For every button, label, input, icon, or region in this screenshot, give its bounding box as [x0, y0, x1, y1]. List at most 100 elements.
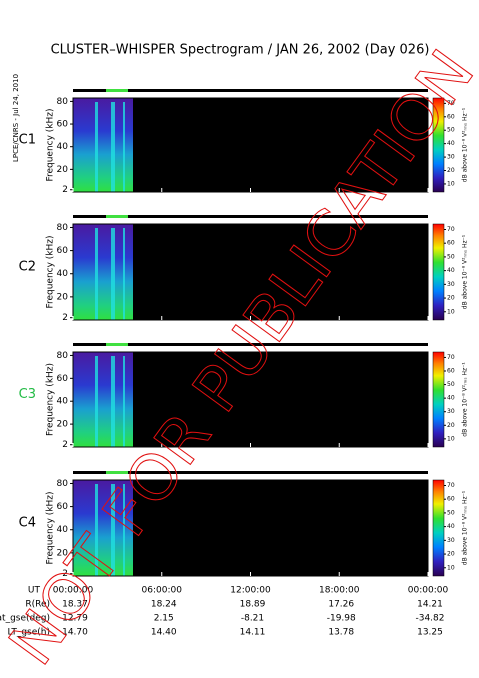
y-axis-label: Frequency (kHz) [46, 235, 56, 308]
y-tick-label: 40 [57, 269, 69, 279]
status-active [106, 343, 128, 346]
emission-stripe [123, 356, 125, 447]
emission-stripe [111, 228, 115, 320]
colorbar-tick-label: 10 [447, 564, 455, 571]
y-tick-label: 40 [57, 525, 69, 535]
y-axis-label: Frequency (kHz) [46, 491, 56, 564]
colorbar-tick-label: 30 [447, 537, 455, 544]
colorbar [432, 223, 445, 321]
ephemeris-value: -34.82 [415, 614, 444, 624]
x-tick-label: 18:00:00 [319, 586, 360, 596]
y-tick-label: 20 [57, 548, 69, 558]
ephemeris-value: 2.15 [154, 614, 174, 624]
y-tick-label: 60 [57, 502, 69, 512]
ephemeris-value: 17.26 [328, 600, 354, 610]
ephemeris-label: R(Re) [25, 600, 50, 610]
emission-stripe [111, 102, 115, 192]
emission-stripe [111, 356, 115, 447]
colorbar-tick-label: 70 [447, 482, 455, 489]
colorbar-tick-label: 20 [447, 167, 455, 174]
status-active [106, 89, 128, 92]
ephemeris-label: LT_gse(h) [8, 628, 50, 638]
status-active [106, 215, 128, 218]
colorbar-tick-label: 10 [447, 180, 455, 187]
colorbar [432, 97, 445, 193]
colorbar-tick-label: 70 [447, 354, 455, 361]
emission-stripe [123, 484, 125, 576]
emission-stripe [111, 484, 115, 576]
ephemeris-value: -8.21 [241, 614, 264, 624]
y-tick-label: 20 [57, 292, 69, 302]
colorbar-tick-label: 20 [447, 295, 455, 302]
colorbar-tick-label: 10 [447, 435, 455, 442]
y-tick-label: 60 [57, 246, 69, 256]
status-strip [73, 215, 428, 218]
colorbar-tick-label: 40 [447, 140, 455, 147]
colorbar-label: dB above 10⁻⁸ V²ᵣₘₛ Hz⁻¹ [462, 234, 469, 309]
ephemeris-label: Lat_gse(deg) [0, 614, 50, 624]
ephemeris-value: 13.78 [328, 628, 354, 638]
y-tick-label: 20 [57, 165, 69, 175]
colorbar-tick-label: 60 [447, 496, 455, 503]
y-tick-label: 2 [62, 185, 68, 195]
colorbar-tick-label: 10 [447, 308, 455, 315]
colorbar-tick-label: 50 [447, 127, 455, 134]
colorbar-tick-label: 70 [447, 226, 455, 233]
title: CLUSTER–WHISPER Spectrogram / JAN 26, 20… [51, 43, 430, 58]
emission-stripe [123, 102, 125, 192]
y-axis-label: Frequency (kHz) [46, 108, 56, 181]
emission-stripe [95, 484, 98, 576]
colorbar-tick-label: 30 [447, 154, 455, 161]
ephemeris-value: 18.89 [240, 600, 266, 610]
ephemeris-value: 12.79 [62, 614, 88, 624]
x-tick-label: 06:00:00 [142, 586, 183, 596]
ephemeris-value: 14.40 [151, 628, 177, 638]
emission-stripe [95, 102, 98, 192]
colorbar-tick-label: 60 [447, 240, 455, 247]
colorbar-tick-label: 20 [447, 422, 455, 429]
y-axis-label: Frequency (kHz) [46, 363, 56, 436]
colorbar-tick-label: 50 [447, 253, 455, 260]
colorbar-label: dB above 10⁻⁸ V²ᵣₘₛ Hz⁻¹ [462, 490, 469, 565]
colorbar-tick-label: 40 [447, 267, 455, 274]
ephemeris-value: 18.24 [151, 600, 177, 610]
x-tick-label: 12:00:00 [230, 586, 271, 596]
panel-label: C3 [19, 387, 36, 402]
ephemeris-value: 18.37 [62, 600, 88, 610]
colorbar-label: dB above 10⁻⁸ V²ᵣₘₛ Hz⁻¹ [462, 362, 469, 437]
y-tick-label: 80 [57, 97, 69, 107]
ephemeris-value: -19.98 [327, 614, 356, 624]
status-strip [73, 471, 428, 474]
colorbar [432, 351, 445, 448]
y-tick-label: 2 [62, 569, 68, 579]
y-tick-label: 2 [62, 313, 68, 323]
colorbar-tick-label: 30 [447, 408, 455, 415]
status-strip [73, 343, 428, 346]
colorbar-tick-label: 50 [447, 509, 455, 516]
colorbar-label: dB above 10⁻⁸ V²ᵣₘₛ Hz⁻¹ [462, 107, 469, 182]
panel-label: C2 [19, 260, 36, 275]
colorbar-tick-label: 70 [447, 100, 455, 107]
colorbar-tick-label: 40 [447, 395, 455, 402]
y-tick-label: 60 [57, 120, 69, 130]
emission-stripe [123, 228, 125, 320]
ephemeris-value: 13.25 [417, 628, 443, 638]
y-tick-label: 40 [57, 397, 69, 407]
y-tick-label: 60 [57, 374, 69, 384]
status-active [106, 471, 128, 474]
colorbar-tick-label: 60 [447, 113, 455, 120]
ut-label: UT [28, 586, 41, 596]
panel-label: C1 [19, 133, 36, 148]
colorbar-tick-label: 40 [447, 523, 455, 530]
colorbar-tick-label: 20 [447, 551, 455, 558]
emission-stripe [95, 228, 98, 320]
credit: LPCE/CNRS - Jul 24, 2010 [12, 74, 20, 162]
x-tick-label: 00:00:00 [408, 586, 449, 596]
y-tick-label: 2 [62, 440, 68, 450]
panel-label: C4 [19, 516, 36, 531]
y-tick-label: 80 [57, 223, 69, 233]
ephemeris-value: 14.21 [417, 600, 443, 610]
status-strip [73, 89, 428, 92]
colorbar-tick-label: 60 [447, 368, 455, 375]
